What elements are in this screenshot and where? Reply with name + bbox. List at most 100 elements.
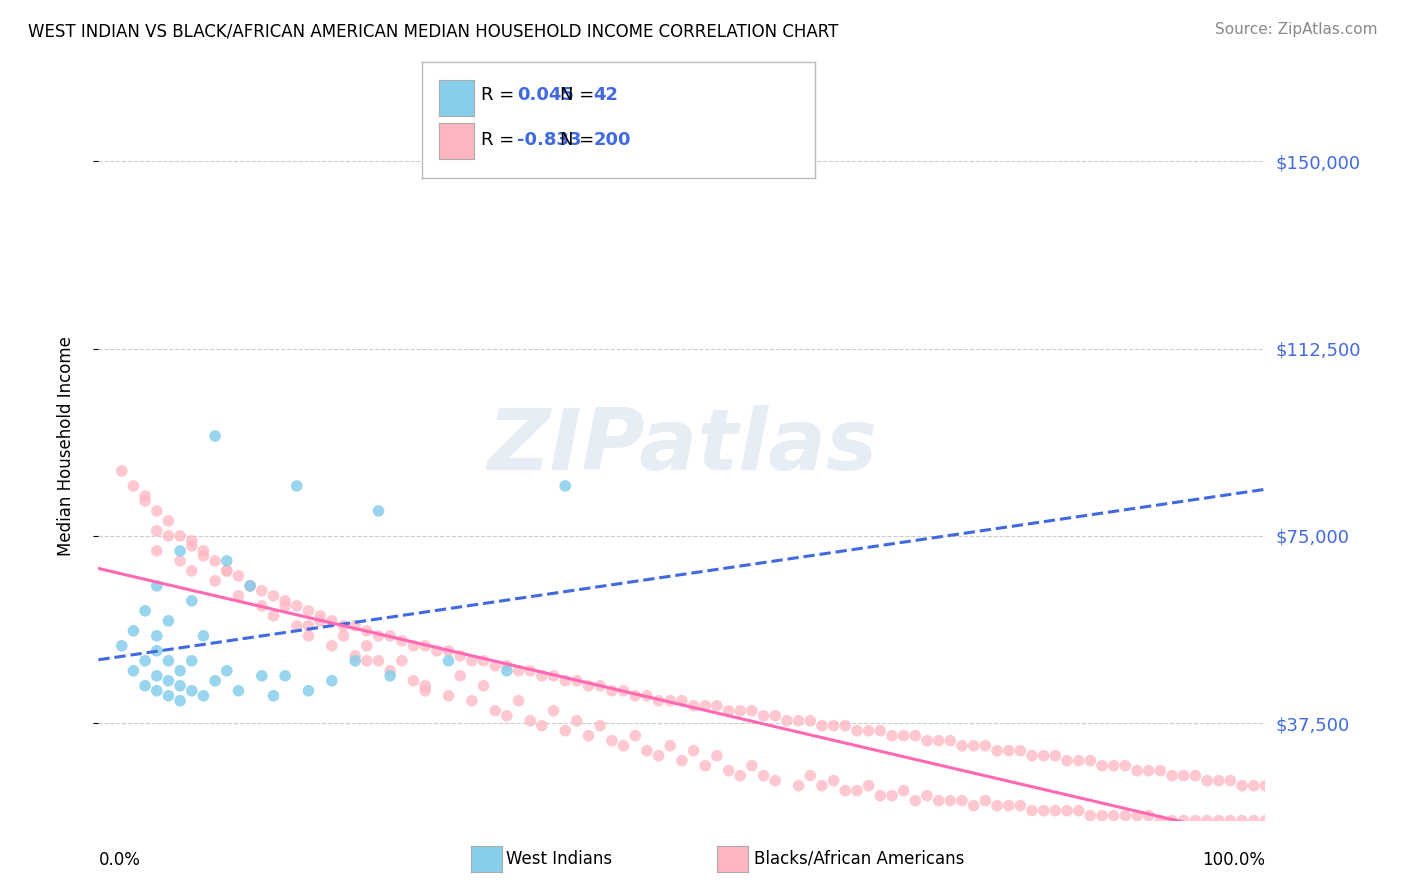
Point	[578, 679, 600, 693]
Point	[763, 708, 786, 723]
Point	[1021, 804, 1043, 818]
Point	[274, 599, 297, 613]
Point	[752, 769, 775, 783]
Point	[671, 694, 693, 708]
Point	[730, 704, 752, 718]
Point	[682, 698, 704, 713]
Point	[1161, 769, 1184, 783]
Point	[1067, 754, 1090, 768]
Point	[997, 798, 1019, 813]
Point	[169, 554, 191, 568]
Point	[869, 723, 891, 738]
Point	[239, 579, 262, 593]
Point	[250, 669, 273, 683]
Point	[169, 544, 191, 558]
Point	[180, 594, 202, 608]
Point	[157, 614, 180, 628]
Text: N =: N =	[560, 87, 599, 104]
Point	[344, 619, 367, 633]
Point	[204, 673, 226, 688]
Point	[717, 704, 740, 718]
Point	[695, 698, 717, 713]
Point	[285, 479, 308, 493]
Point	[309, 608, 332, 623]
Point	[169, 529, 191, 543]
Point	[472, 654, 495, 668]
Point	[1149, 764, 1171, 778]
Point	[1254, 814, 1277, 828]
Point	[472, 679, 495, 693]
Point	[1102, 758, 1125, 772]
Point	[146, 669, 169, 683]
Text: 100.0%: 100.0%	[1202, 851, 1265, 869]
Point	[274, 594, 297, 608]
Point	[554, 723, 576, 738]
Point	[1230, 814, 1253, 828]
Point	[997, 744, 1019, 758]
Point	[262, 689, 284, 703]
Point	[356, 624, 378, 638]
Point	[356, 639, 378, 653]
Point	[285, 619, 308, 633]
Point	[565, 714, 588, 728]
Point	[204, 574, 226, 588]
Point	[647, 694, 669, 708]
Point	[204, 554, 226, 568]
Point	[915, 789, 938, 803]
Point	[741, 704, 763, 718]
Point	[1056, 804, 1078, 818]
Point	[122, 624, 145, 638]
Point	[787, 714, 810, 728]
Point	[449, 648, 471, 663]
Point	[636, 744, 658, 758]
Point	[285, 599, 308, 613]
Point	[111, 639, 134, 653]
Point	[543, 704, 565, 718]
Point	[752, 708, 775, 723]
Point	[1137, 808, 1160, 822]
Point	[624, 729, 647, 743]
Point	[157, 673, 180, 688]
Point	[939, 733, 962, 747]
Point	[169, 679, 191, 693]
Point	[1243, 814, 1265, 828]
Point	[332, 629, 354, 643]
Point	[413, 639, 436, 653]
Point	[461, 694, 484, 708]
Y-axis label: Median Household Income: Median Household Income	[56, 336, 75, 556]
Point	[426, 644, 449, 658]
Point	[706, 698, 728, 713]
Point	[157, 654, 180, 668]
Point	[530, 669, 553, 683]
Point	[950, 794, 973, 808]
Point	[962, 739, 984, 753]
Point	[146, 579, 169, 593]
Point	[193, 549, 215, 563]
Text: 42: 42	[593, 87, 619, 104]
Point	[613, 683, 636, 698]
Point	[904, 729, 927, 743]
Point	[939, 794, 962, 808]
Point	[1032, 804, 1054, 818]
Point	[717, 764, 740, 778]
Point	[228, 589, 250, 603]
Point	[928, 733, 950, 747]
Text: Source: ZipAtlas.com: Source: ZipAtlas.com	[1215, 22, 1378, 37]
Point	[496, 658, 519, 673]
Point	[986, 744, 1008, 758]
Point	[193, 689, 215, 703]
Point	[391, 654, 413, 668]
Point	[858, 723, 880, 738]
Text: ZIPatlas: ZIPatlas	[486, 404, 877, 488]
Point	[274, 669, 297, 683]
Point	[1080, 808, 1102, 822]
Point	[554, 673, 576, 688]
Point	[134, 604, 156, 618]
Text: 0.0%: 0.0%	[98, 851, 141, 869]
Point	[706, 748, 728, 763]
Point	[1208, 814, 1230, 828]
Text: WEST INDIAN VS BLACK/AFRICAN AMERICAN MEDIAN HOUSEHOLD INCOME CORRELATION CHART: WEST INDIAN VS BLACK/AFRICAN AMERICAN ME…	[28, 22, 838, 40]
Point	[880, 729, 903, 743]
Point	[215, 554, 238, 568]
Point	[763, 773, 786, 788]
